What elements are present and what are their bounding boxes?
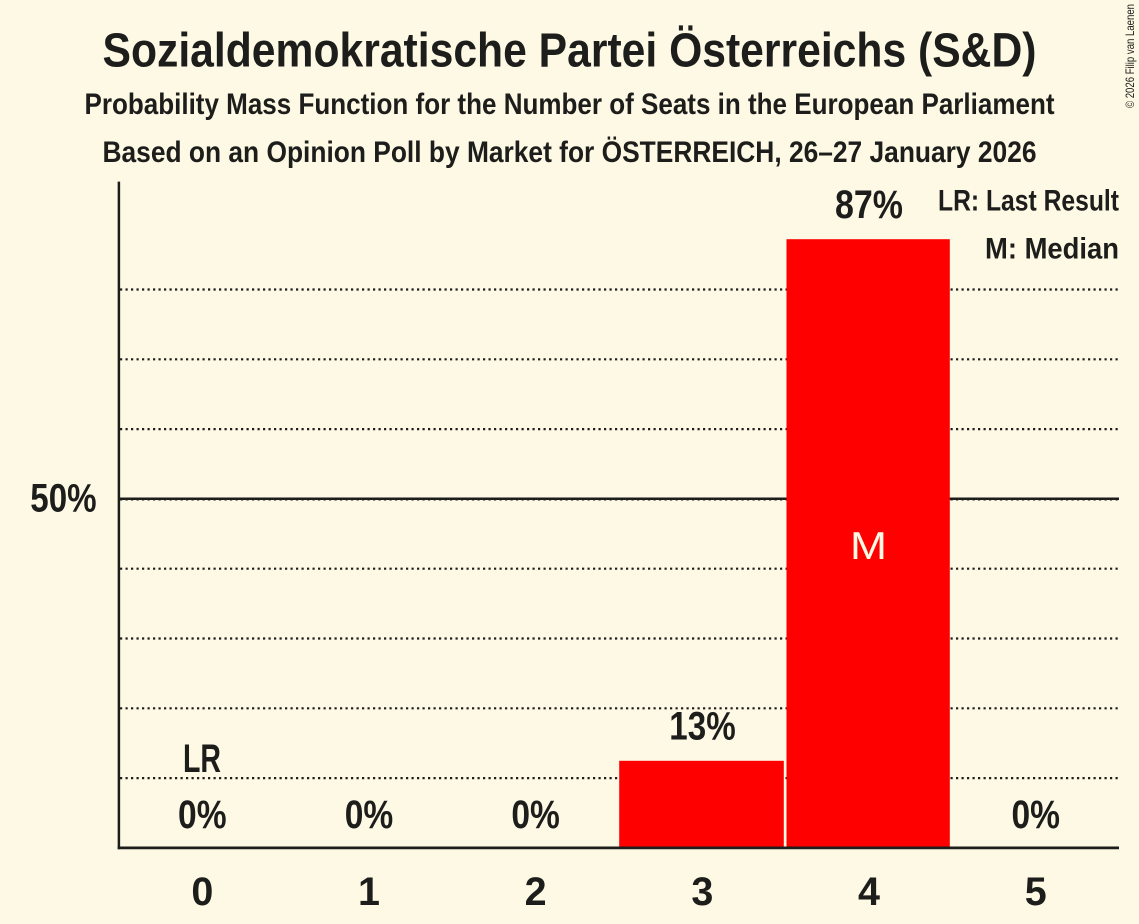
svg-text:Based on an Opinion Poll by Ma: Based on an Opinion Poll by Market for Ö… bbox=[103, 136, 1037, 169]
svg-text:5: 5 bbox=[1025, 870, 1047, 914]
svg-text:13%: 13% bbox=[669, 705, 735, 749]
svg-text:2: 2 bbox=[525, 870, 547, 914]
svg-text:LR: Last Result: LR: Last Result bbox=[938, 185, 1119, 218]
svg-text:M: M bbox=[850, 525, 887, 568]
svg-text:© 2026 Filip van Laenen: © 2026 Filip van Laenen bbox=[1123, 4, 1137, 108]
svg-text:0%: 0% bbox=[1011, 793, 1060, 837]
svg-text:3: 3 bbox=[691, 870, 713, 914]
svg-text:0%: 0% bbox=[178, 793, 227, 837]
svg-text:Sozialdemokratische Partei Öst: Sozialdemokratische Partei Österreichs (… bbox=[103, 24, 1037, 78]
svg-text:Probability Mass Function for: Probability Mass Function for the Number… bbox=[85, 88, 1055, 121]
svg-text:1: 1 bbox=[358, 870, 380, 914]
svg-text:LR: LR bbox=[183, 737, 221, 781]
svg-text:0: 0 bbox=[191, 870, 213, 914]
svg-text:0%: 0% bbox=[511, 793, 560, 837]
svg-text:0%: 0% bbox=[345, 793, 394, 837]
svg-text:4: 4 bbox=[858, 870, 880, 914]
svg-text:50%: 50% bbox=[30, 477, 96, 521]
svg-text:87%: 87% bbox=[835, 183, 903, 227]
svg-text:M: Median: M: Median bbox=[985, 233, 1119, 266]
